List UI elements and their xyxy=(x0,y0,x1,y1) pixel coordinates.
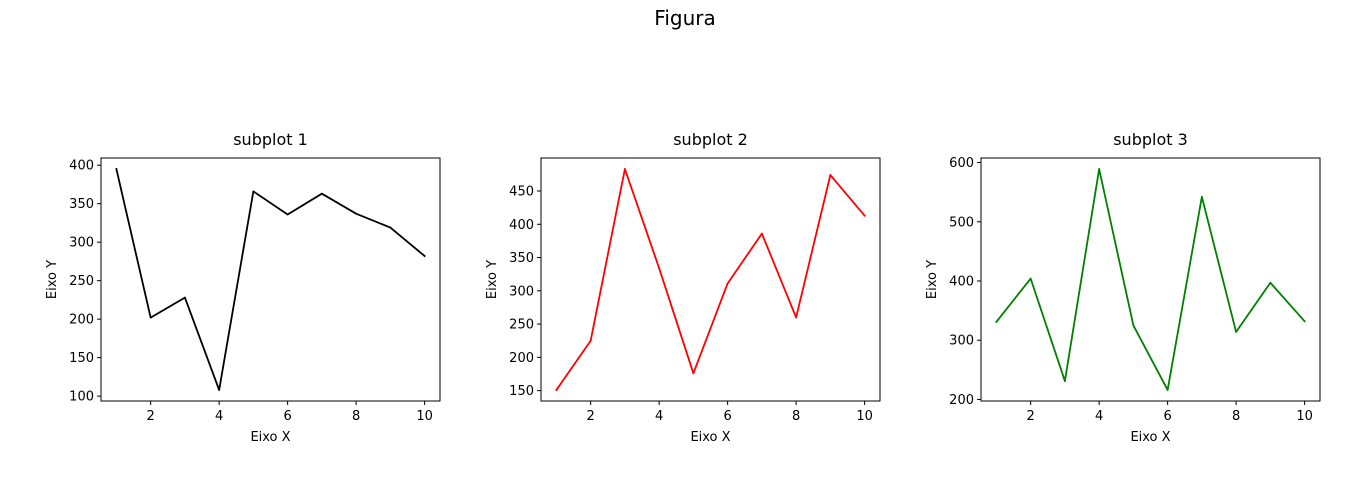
axes-frame xyxy=(980,157,1321,402)
y-tick-label: 500 xyxy=(949,215,974,230)
data-point xyxy=(1235,331,1238,333)
x-tick-label: 8 xyxy=(352,409,360,424)
y-tick-label: 250 xyxy=(69,274,94,289)
subplot-title: subplot 2 xyxy=(673,130,748,149)
y-tick-label: 400 xyxy=(509,218,534,233)
data-point xyxy=(149,316,152,319)
data-point xyxy=(1063,380,1066,382)
y-tick-label: 250 xyxy=(509,318,534,333)
x-tick-label: 2 xyxy=(1027,409,1035,424)
series-line xyxy=(555,168,866,392)
x-tick-label: 10 xyxy=(856,409,873,424)
data-point xyxy=(183,296,186,299)
y-axis-label: Eixo Y xyxy=(45,260,60,299)
x-tick-label: 6 xyxy=(283,409,291,424)
x-tick-label: 10 xyxy=(1296,409,1313,424)
data-point xyxy=(863,214,866,217)
data-point xyxy=(726,282,729,285)
data-point xyxy=(389,226,392,229)
y-axis-label: Eixo Y xyxy=(925,260,940,299)
x-tick-label: 4 xyxy=(1095,409,1103,424)
data-point xyxy=(286,213,289,216)
data-point xyxy=(1132,324,1135,327)
x-tick-label: 4 xyxy=(215,409,223,424)
data-point xyxy=(1303,320,1306,323)
y-tick-label: 150 xyxy=(69,351,94,366)
axes-frame xyxy=(540,157,881,402)
x-axis-label: Eixo X xyxy=(250,430,290,445)
data-point xyxy=(623,168,626,170)
data-point xyxy=(1098,168,1101,170)
x-tick-label: 6 xyxy=(1163,409,1171,424)
x-tick-label: 10 xyxy=(416,409,433,424)
data-point xyxy=(320,192,323,195)
data-point xyxy=(658,267,661,270)
y-tick-label: 300 xyxy=(509,284,534,299)
y-tick-label: 200 xyxy=(949,393,974,408)
y-tick-label: 300 xyxy=(949,334,974,349)
axes-frame xyxy=(100,157,441,402)
y-tick-label: 350 xyxy=(69,197,94,212)
y-tick-label: 400 xyxy=(69,159,94,174)
x-tick-label: 6 xyxy=(723,409,731,424)
series-line xyxy=(115,167,426,391)
x-axis-label: Eixo X xyxy=(690,430,730,445)
y-tick-label: 200 xyxy=(69,313,94,328)
data-point xyxy=(589,339,592,342)
y-tick-label: 300 xyxy=(69,236,94,251)
data-point xyxy=(1200,195,1203,198)
data-point xyxy=(1269,281,1272,284)
x-tick-label: 2 xyxy=(587,409,595,424)
y-tick-label: 350 xyxy=(509,251,534,266)
data-point xyxy=(355,212,358,215)
data-point xyxy=(829,174,832,176)
x-axis-label: Eixo X xyxy=(1130,430,1170,445)
figure-title: Figura xyxy=(654,6,716,30)
x-tick-label: 4 xyxy=(655,409,663,424)
data-point xyxy=(795,316,798,319)
y-tick-label: 100 xyxy=(69,390,94,405)
data-point xyxy=(423,255,426,257)
y-tick-label: 450 xyxy=(509,185,534,200)
subplot-1: subplot 1 2 4 6 8 10 100 150 200 250 300 350 400 Eixo… xyxy=(45,130,441,445)
series-line xyxy=(995,168,1306,391)
subplot-title: subplot 1 xyxy=(233,130,308,149)
x-tick-label: 8 xyxy=(792,409,800,424)
y-tick-label: 200 xyxy=(509,351,534,366)
subplot-2: subplot 2 2 4 6 8 10 150 200 250 300 350 400 450 Eixo… xyxy=(485,130,881,445)
data-point xyxy=(1029,277,1032,280)
y-tick-label: 400 xyxy=(949,274,974,289)
x-tick-label: 8 xyxy=(1232,409,1240,424)
data-point xyxy=(555,389,558,391)
y-tick-label: 150 xyxy=(509,384,534,399)
data-point xyxy=(995,320,998,323)
data-point xyxy=(218,389,221,391)
data-point xyxy=(115,168,118,170)
data-point xyxy=(1166,389,1169,391)
data-point xyxy=(252,190,255,193)
data-point xyxy=(760,232,763,235)
x-tick-label: 2 xyxy=(147,409,155,424)
y-tick-label: 600 xyxy=(949,156,974,171)
subplot-title: subplot 3 xyxy=(1113,130,1188,149)
data-point xyxy=(692,372,695,375)
y-axis-label: Eixo Y xyxy=(485,260,500,299)
subplot-3: subplot 3 2 4 6 8 10 200 300 400 500 600 Eixo X Eixo… xyxy=(925,130,1321,445)
